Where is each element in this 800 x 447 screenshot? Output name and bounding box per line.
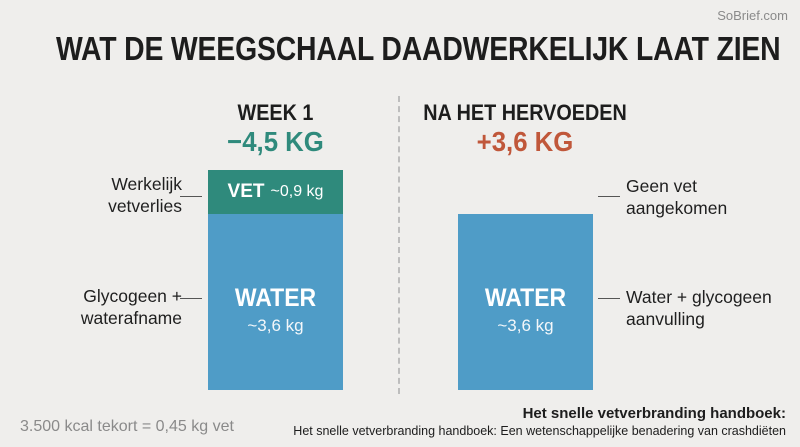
annotation-tick (598, 298, 620, 299)
annotation-real-fat-loss: Werkelijk vetverlies (108, 174, 182, 216)
annotation-tick (180, 298, 202, 299)
footnote: 3.500 kcal tekort = 0,45 kg vet (20, 418, 234, 435)
annotation-tick (598, 196, 620, 197)
bar-water-refeed (458, 213, 593, 390)
watermark: SoBrief.com (717, 8, 788, 23)
bar-label-water-week1: WATER (234, 284, 317, 312)
bar-label-water-refeed: WATER (484, 284, 567, 312)
chart-title: WAT DE WEEGSCHAAL DAADWERKELIJK LAAT ZIE… (56, 30, 781, 67)
annotation-glycogen-water-loss: Glycogeen + waterafname (80, 286, 182, 328)
bar-value-water-week1: ~3,6 kg (247, 316, 304, 335)
source-subtitle: Het snelle vetverbranding handboek: Een … (293, 424, 786, 438)
delta-week1: −4,5 KG (227, 126, 324, 157)
bar-value-water-refeed: ~3,6 kg (497, 316, 554, 335)
annotation-water-glycogen-refill: Water + glycogeen aanvulling (626, 287, 772, 329)
annotation-tick (180, 196, 202, 197)
bar-water-week1 (208, 213, 343, 390)
bar-label-fat: VET (227, 180, 265, 202)
annotation-no-fat-gain: Geen vet aangekomen (626, 176, 728, 218)
column-title-refeed: NA HET HERVOEDEN (423, 100, 627, 125)
delta-refeed: +3,6 KG (476, 126, 574, 157)
bar-value-fat: ~0,9 kg (270, 182, 324, 200)
divider (398, 96, 400, 394)
source-title: Het snelle vetverbranding handboek: (522, 405, 786, 422)
column-title-week1: WEEK 1 (237, 100, 314, 125)
bar-fat-week1: VET ~0,9 kg (208, 169, 343, 214)
